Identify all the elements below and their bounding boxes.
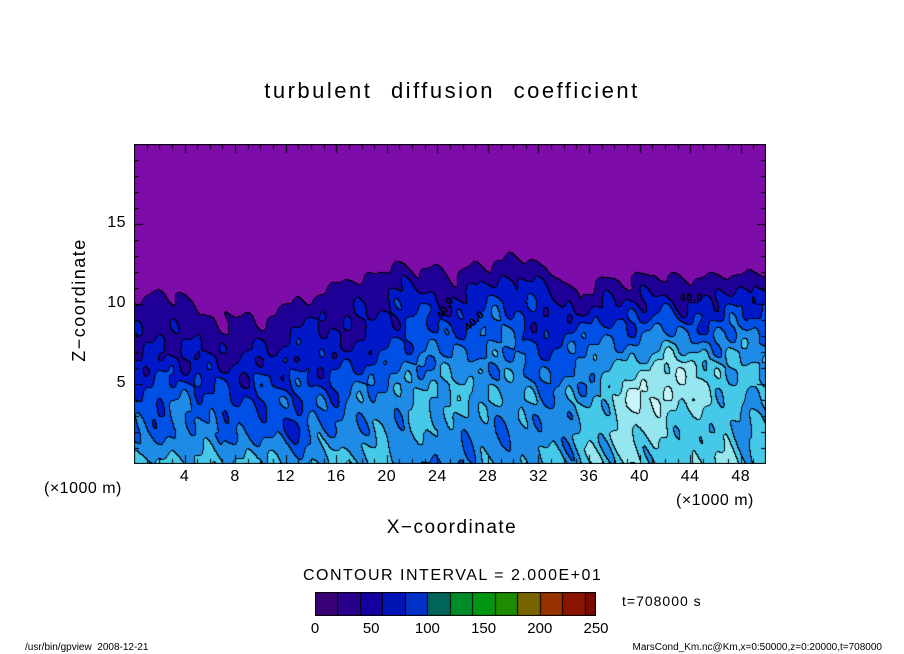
z-tick-label: 10 [107, 294, 126, 311]
colorbar-tick-label: 250 [583, 620, 609, 637]
footer-command: /usr/bin/gpview 2008-12-21 [25, 642, 149, 653]
colorbar-tick-label: 50 [362, 620, 380, 637]
x-tick-label: 36 [579, 468, 599, 485]
x-tick-label: 24 [427, 468, 447, 485]
colorbar-tick-label: 0 [310, 620, 320, 637]
x-tick-label: 44 [680, 468, 700, 485]
contour-interval-note: CONTOUR INTERVAL = 2.000E+01 [303, 567, 603, 584]
colorbar-tick-label: 200 [527, 620, 553, 637]
time-label: t=708000 s [622, 593, 702, 609]
z-tick-label: 5 [116, 374, 126, 391]
x-tick-label: 40 [630, 468, 649, 485]
x-tick-label: 28 [478, 468, 498, 485]
x-tick-label: 20 [377, 468, 397, 485]
x-tick-label: 16 [326, 468, 346, 485]
x-tick-label: 4 [179, 468, 190, 485]
x-tick-label: 8 [230, 468, 240, 485]
x-axis-label: X−coordinate [386, 517, 518, 538]
x-tick-label: 12 [276, 468, 296, 485]
chart-title: turbulent diffusion coefficient [264, 78, 640, 103]
x-axis-unit: (×1000 m) [676, 492, 754, 509]
z-axis-unit: (×1000 m) [44, 480, 122, 497]
heatmap-plot [134, 144, 766, 464]
z-tick-label: 15 [107, 214, 126, 231]
footer-file-info: MarsCond_Km.nc@Km,x=0:50000,z=0:20000,t=… [632, 642, 882, 653]
colorbar-tick-label: 150 [471, 620, 497, 637]
x-tick-label: 32 [529, 468, 548, 485]
colorbar [315, 592, 596, 616]
x-tick-label: 48 [731, 468, 751, 485]
colorbar-tick-label: 100 [414, 620, 440, 637]
